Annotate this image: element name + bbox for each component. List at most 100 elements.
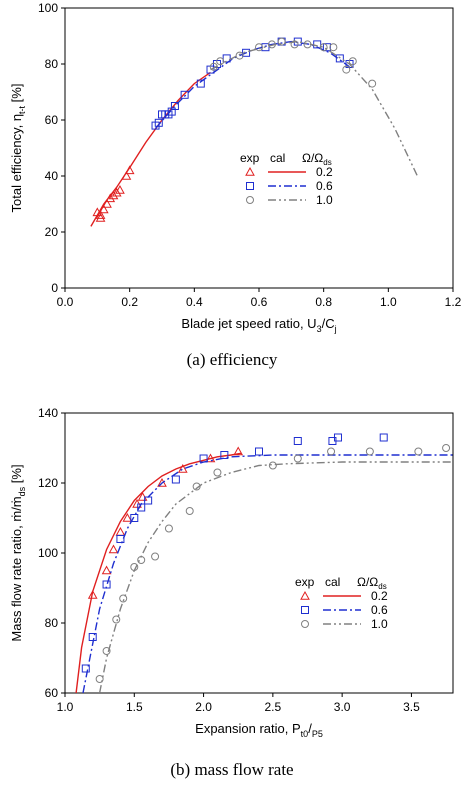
point-0.2 <box>111 187 122 197</box>
y-tick-label: 80 <box>45 57 59 71</box>
point-0.6 <box>102 580 111 589</box>
x-axis-label: Expansion ratio, Pt0/P5 <box>195 721 323 739</box>
legend-header-cal: cal <box>270 151 285 165</box>
point-1.0 <box>368 79 377 88</box>
point-0.6 <box>170 102 179 110</box>
point-1.0 <box>442 444 451 452</box>
point-0.6 <box>379 433 388 442</box>
legend-entry-0.6: 0.6 <box>246 179 333 193</box>
point-1.0 <box>151 552 160 561</box>
point-0.6 <box>171 475 180 484</box>
y-tick-label: 40 <box>45 169 59 183</box>
point-1.0 <box>348 57 357 66</box>
legend-label-0.6: 0.6 <box>371 603 388 617</box>
series-0.6 <box>151 37 354 130</box>
point-1.0 <box>414 447 423 456</box>
point-0.2 <box>108 544 119 554</box>
point-1.0 <box>365 447 374 456</box>
point-0.2 <box>98 204 109 214</box>
x-tick-label: 0.4 <box>186 295 203 309</box>
x-tick-label: 1.0 <box>57 700 74 714</box>
point-0.6 <box>199 454 208 463</box>
point-0.2 <box>157 477 167 487</box>
legend-marker-1.0 <box>246 196 254 204</box>
legend-marker-0.2 <box>245 166 255 176</box>
curve-1.0 <box>210 40 419 177</box>
legend-label-0.2: 0.2 <box>371 589 388 603</box>
point-1.0 <box>209 62 218 71</box>
point-0.2 <box>121 170 132 180</box>
point-0.6 <box>333 433 342 442</box>
series-0.2 <box>90 71 211 227</box>
x-tick-label: 1.2 <box>445 295 462 309</box>
curve-1.0 <box>98 461 453 693</box>
legend-marker-0.6 <box>301 606 309 614</box>
curve-0.2 <box>75 452 242 693</box>
series-1.0 <box>209 37 419 177</box>
point-0.6 <box>255 447 263 456</box>
point-1.0 <box>329 43 338 52</box>
y-tick-label: 60 <box>45 113 59 127</box>
y-tick-label: 0 <box>51 281 58 295</box>
legend-label-0.2: 0.2 <box>316 165 333 179</box>
x-tick-label: 0.2 <box>121 295 138 309</box>
point-0.2 <box>92 207 103 217</box>
point-1.0 <box>216 57 225 66</box>
y-tick-label: 120 <box>38 476 58 490</box>
y-tick-label: 80 <box>45 616 59 630</box>
point-0.6 <box>196 79 205 88</box>
point-0.2 <box>95 212 106 222</box>
y-tick-label: 100 <box>38 1 58 15</box>
point-0.2 <box>122 512 133 522</box>
point-0.6 <box>154 118 163 127</box>
point-0.6 <box>220 451 229 459</box>
mass-flow-chart: 1.0 1.5 2.0 2.5 3.0 3.5 60 80 100 120 140 Expansion… <box>9 406 454 779</box>
point-1.0 <box>277 37 286 46</box>
point-0.2 <box>233 446 244 456</box>
y-axis-label: Mass flow rate ratio, ṁ/ṁds [%] <box>9 464 27 641</box>
point-0.2 <box>105 193 116 203</box>
point-0.6 <box>242 48 251 57</box>
point-0.2 <box>205 453 216 463</box>
legend-label-1.0: 1.0 <box>316 193 333 207</box>
point-1.0 <box>303 40 312 49</box>
point-0.6 <box>81 664 90 673</box>
efficiency-chart: 0.0 0.2 0.4 0.6 0.8 1.0 1.2 0 20 40 60 80 100 Blade j… <box>9 1 462 369</box>
legend-header-exp: exp <box>240 151 260 165</box>
y-tick-label: 140 <box>38 406 58 420</box>
legend-header-cal: cal <box>325 575 340 589</box>
legend-header-ratio: Ω/Ωds <box>302 151 332 167</box>
series-0.6 <box>81 433 453 693</box>
point-1.0 <box>102 647 111 655</box>
point-1.0 <box>164 524 173 533</box>
point-0.2 <box>115 526 126 536</box>
point-1.0 <box>293 454 302 463</box>
x-tick-label: 1.0 <box>380 295 397 309</box>
point-0.2 <box>115 184 125 194</box>
point-0.2 <box>177 463 188 473</box>
curve-0.6 <box>82 454 453 693</box>
point-0.6 <box>116 535 125 543</box>
x-tick-label: 0.0 <box>57 295 74 309</box>
point-1.0 <box>192 482 201 491</box>
point-0.2 <box>95 210 106 219</box>
x-tick-label: 1.5 <box>126 700 143 714</box>
point-1.0 <box>319 43 328 52</box>
y-tick-label: 100 <box>38 546 58 560</box>
point-0.6 <box>293 437 302 445</box>
point-0.2 <box>124 165 135 175</box>
legend-header-ratio: Ω/Ωds <box>357 575 387 591</box>
legend-entry-0.6: 0.6 <box>301 603 388 617</box>
legend-label-0.6: 0.6 <box>316 179 333 193</box>
y-axis-label: Total efficiency, ηt-t [%] <box>9 84 27 213</box>
point-0.6 <box>130 514 139 522</box>
figure-caption: (a) efficiency <box>187 350 278 369</box>
legend-entry-1.0: 1.0 <box>301 617 388 631</box>
point-0.2 <box>108 190 119 200</box>
point-1.0 <box>268 461 277 470</box>
x-tick-label: 2.5 <box>265 700 282 714</box>
point-0.2 <box>102 198 112 208</box>
